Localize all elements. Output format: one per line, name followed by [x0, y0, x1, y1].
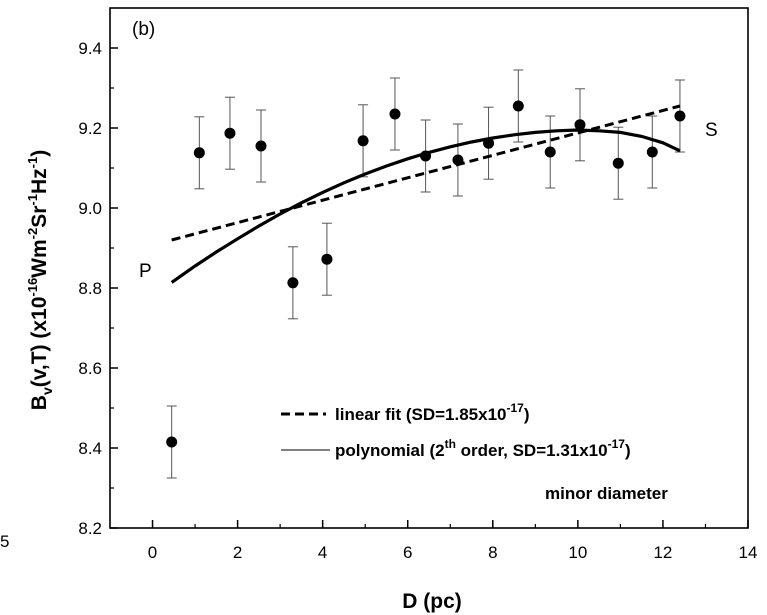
- x-tick-label: 6: [403, 543, 412, 562]
- x-tick-label: 14: [739, 543, 758, 562]
- data-point: [420, 150, 432, 162]
- data-points: [166, 100, 686, 448]
- y-tick-label: 9.4: [78, 39, 102, 58]
- stray-tick-fragment: 5: [0, 532, 10, 551]
- y-tick-label: 9.2: [78, 119, 102, 138]
- marker-p: P: [139, 261, 152, 282]
- x-axis-ticks: 0 2 4 6 8 10 12 14: [148, 520, 758, 562]
- data-point: [646, 146, 658, 158]
- data-point: [193, 147, 205, 159]
- data-point: [166, 436, 178, 448]
- x-tick-label: 10: [568, 543, 587, 562]
- panel-label: (b): [132, 19, 155, 40]
- marker-s: S: [705, 120, 718, 141]
- data-point: [674, 110, 686, 122]
- x-axis-title: D (pc): [402, 590, 462, 613]
- data-point: [389, 108, 401, 120]
- y-tick-label: 8.8: [78, 279, 102, 298]
- y-tick-label: 9.0: [78, 199, 102, 218]
- data-point: [512, 100, 524, 112]
- legend: linear fit (SD=1.85x10-17) polynomial (2…: [281, 401, 668, 503]
- data-point: [452, 154, 464, 166]
- linear-fit-line: [171, 104, 681, 242]
- data-point: [255, 140, 267, 152]
- data-point: [321, 253, 333, 265]
- y-tick-label: 8.2: [78, 519, 102, 538]
- data-point: [574, 119, 586, 131]
- x-tick-label: 4: [318, 543, 327, 562]
- data-point: [612, 157, 624, 169]
- x-tick-label: 2: [233, 543, 242, 562]
- y-axis-title: Bv(v,T) (x10-16Wm-2Sr-1Hz-1): [25, 150, 55, 410]
- legend-note: minor diameter: [545, 484, 668, 503]
- y-tick-label: 8.6: [78, 359, 102, 378]
- plot-frame: [109, 7, 749, 529]
- data-point: [357, 135, 369, 147]
- data-point: [287, 277, 299, 289]
- y-axis-ticks: 8.2 8.4 8.6 8.8 9.0 9.2 9.4: [78, 39, 118, 538]
- x-tick-label: 0: [148, 543, 157, 562]
- data-point: [544, 146, 556, 158]
- legend-linear-label: linear fit (SD=1.85x10-17): [335, 401, 530, 424]
- x-tick-label: 8: [488, 543, 497, 562]
- x-tick-label: 12: [653, 543, 672, 562]
- y-tick-label: 8.4: [78, 439, 102, 458]
- data-point: [224, 127, 236, 139]
- legend-poly-label: polynomial (2th order, SD=1.31x10-17): [335, 437, 631, 460]
- data-point: [483, 137, 495, 149]
